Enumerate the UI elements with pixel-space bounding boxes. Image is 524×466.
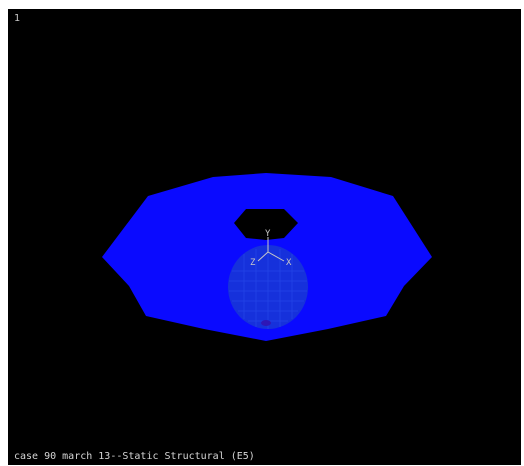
graphics-viewport[interactable]: 1 (8, 9, 521, 465)
triad-z-axis (257, 251, 269, 262)
triad-z-label: Z (250, 258, 256, 268)
triad-y-label: Y (265, 229, 271, 239)
analysis-title: case 90 march 13--Static Structural (E5) (14, 451, 255, 462)
hidden-mesh-region (228, 245, 308, 329)
triad-x-label: X (286, 258, 292, 268)
window-number-label: 1 (14, 13, 21, 24)
triad-x-axis (267, 251, 285, 262)
coordinate-triad (257, 237, 285, 262)
model-canvas[interactable]: Y X Z (8, 9, 521, 465)
